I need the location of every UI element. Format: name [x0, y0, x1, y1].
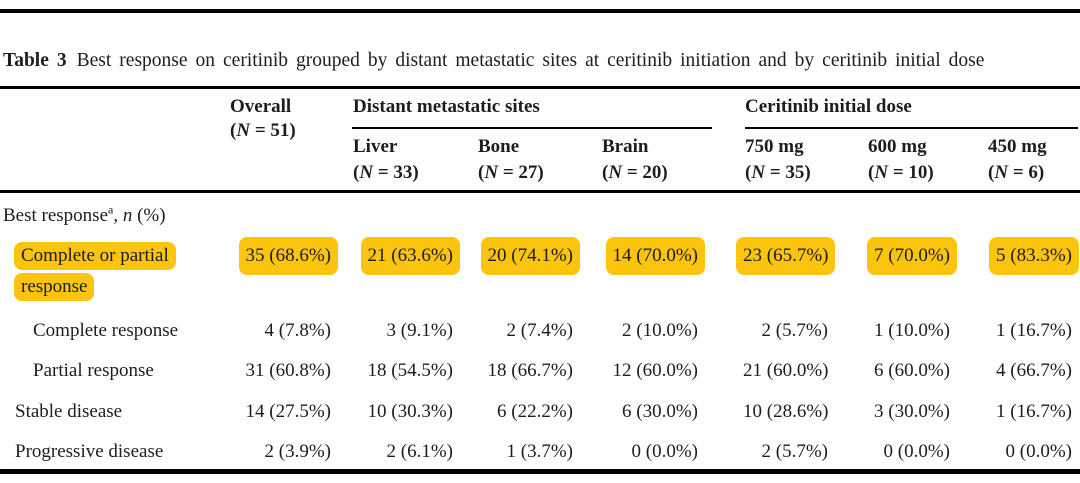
group-underline-dose [745, 127, 1078, 129]
cell-brain: 0 (0.0%) [631, 441, 698, 462]
table-row-partial-response: Partial response 31 (60.8%) 18 (54.5%) 1… [0, 359, 1080, 383]
table-row-complete-or-partial-response: Complete or partial response 35 (68.6%) … [0, 237, 1080, 302]
cell-450mg: 4 (66.7%) [996, 360, 1072, 381]
cell-600mg: 0 (0.0%) [883, 441, 950, 462]
table-row-stable-disease: Stable disease 14 (27.5%) 10 (30.3%) 6 (… [0, 400, 1080, 424]
cell-brain: 2 (10.0%) [622, 320, 698, 341]
cell-450mg: 1 (16.7%) [996, 320, 1072, 341]
highlighted-label: Complete or partial response [14, 242, 176, 301]
group-underline-metastatic [352, 127, 712, 129]
cell-750mg: 10 (28.6%) [743, 401, 829, 422]
column-header-overall: Overall (N = 51) [230, 95, 296, 143]
column-header-bone: Bone (N = 27) [478, 136, 544, 183]
cell-bone: 1 (3.7%) [506, 441, 573, 462]
cell-overall: 14 (27.5%) [245, 401, 331, 422]
table-number: Table 3 [3, 50, 67, 71]
overall-n: (N = 51) [230, 120, 296, 141]
cell-brain: 14 (70.0%) [600, 237, 743, 302]
cell-liver: 21 (63.6%) [353, 237, 476, 302]
column-header-750mg: 750 mg (N = 35) [745, 136, 811, 183]
column-header-450mg: 450 mg (N = 6) [988, 136, 1047, 183]
cell-overall: 35 (68.6%) [228, 237, 353, 302]
row-label: Stable disease [15, 401, 123, 422]
cell-750mg: 21 (60.0%) [743, 360, 829, 381]
cell-liver: 18 (54.5%) [367, 360, 453, 381]
row-label: Partial response [33, 360, 154, 381]
footnote-marker-a: a [108, 202, 114, 217]
row-label: Complete or partial response [0, 240, 195, 302]
cell-brain: 12 (60.0%) [612, 360, 698, 381]
bottom-rule [0, 469, 1080, 474]
top-rule [0, 9, 1080, 13]
cell-overall: 4 (7.8%) [264, 320, 331, 341]
cell-600mg: 3 (30.0%) [874, 401, 950, 422]
cell-750mg: 23 (65.7%) [736, 237, 866, 302]
cell-bone: 18 (66.7%) [487, 360, 573, 381]
group-header-distant-metastatic-sites: Distant metastatic sites [353, 96, 540, 117]
cell-750mg: 2 (5.7%) [761, 320, 828, 341]
cell-600mg: 6 (60.0%) [874, 360, 950, 381]
table-row-complete-response: Complete response 4 (7.8%) 3 (9.1%) 2 (7… [0, 319, 1080, 343]
cell-450mg: 0 (0.0%) [1005, 441, 1072, 462]
cell-liver: 10 (30.3%) [367, 401, 453, 422]
header-bottom-rule [0, 190, 1080, 193]
cell-liver: 3 (9.1%) [386, 320, 453, 341]
cell-600mg: 7 (70.0%) [866, 237, 986, 302]
caption-text: Best response on ceritinib grouped by di… [76, 50, 985, 71]
row-label: Progressive disease [15, 441, 164, 462]
column-header-brain: Brain (N = 20) [602, 136, 668, 183]
cell-600mg: 1 (10.0%) [874, 320, 950, 341]
overall-label: Overall [230, 96, 292, 117]
table-row-progressive-disease: Progressive disease 2 (3.9%) 2 (6.1%) 1 … [0, 440, 1080, 464]
cell-450mg: 1 (16.7%) [996, 401, 1072, 422]
cell-liver: 2 (6.1%) [386, 441, 453, 462]
cell-overall: 2 (3.9%) [264, 441, 331, 462]
table-caption: Table 3 Best response on ceritinib groupe… [3, 50, 1080, 72]
cell-brain: 6 (30.0%) [622, 401, 698, 422]
cell-bone: 6 (22.2%) [497, 401, 573, 422]
cell-bone: 20 (74.1%) [476, 237, 600, 302]
caption-bottom-rule [0, 86, 1080, 89]
row-label: Complete response [33, 320, 179, 341]
cell-450mg: 5 (83.3%) [986, 237, 1080, 302]
cell-750mg: 2 (5.7%) [761, 441, 828, 462]
cell-overall: 31 (60.8%) [245, 360, 331, 381]
section-label: Best responsea, n (%) [3, 202, 166, 226]
group-header-ceritinib-initial-dose: Ceritinib initial dose [745, 96, 912, 117]
column-header-liver: Liver (N = 33) [353, 136, 419, 183]
section-row-best-response: Best responsea, n (%) [0, 204, 1080, 228]
column-header-600mg: 600 mg (N = 10) [868, 136, 934, 183]
cell-bone: 2 (7.4%) [506, 320, 573, 341]
